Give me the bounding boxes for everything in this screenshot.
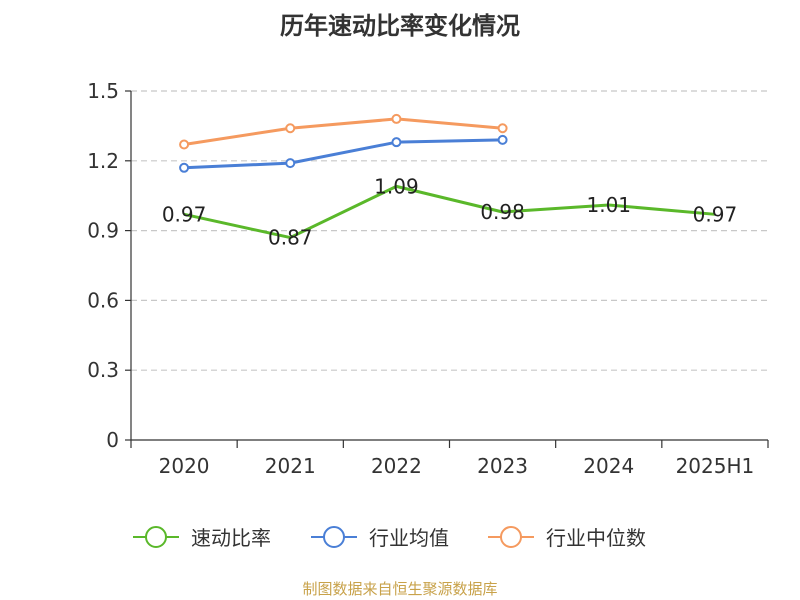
legend-marker	[500, 526, 522, 548]
data-point	[391, 137, 402, 148]
data-point	[285, 158, 296, 169]
legend-label: 行业均值	[369, 526, 449, 550]
legend-label: 行业中位数	[546, 526, 646, 550]
chart-title: 历年速动比率变化情况	[280, 12, 520, 40]
y-tick-label: 0.9	[87, 219, 119, 243]
y-tick-label: 1.2	[87, 149, 119, 173]
data-point	[497, 134, 508, 145]
data-label: 0.97	[693, 202, 738, 226]
y-tick-label: 1.5	[87, 79, 119, 103]
x-tick-label: 2021	[265, 454, 316, 478]
x-tick-label: 2025H1	[676, 454, 755, 478]
legend-marker	[145, 526, 167, 548]
x-tick-label: 2022	[371, 454, 422, 478]
data-point	[179, 162, 190, 173]
x-tick-label: 2024	[583, 454, 634, 478]
y-tick-label: 0.6	[87, 288, 119, 312]
legend-label: 速动比率	[191, 526, 271, 550]
legend-marker	[323, 526, 345, 548]
data-label: 1.09	[374, 174, 419, 198]
data-point	[391, 113, 402, 124]
data-label: 0.87	[268, 226, 313, 250]
data-label: 1.01	[586, 193, 631, 217]
data-label: 0.98	[480, 200, 525, 224]
x-tick-label: 2023	[477, 454, 528, 478]
series-line	[183, 184, 716, 240]
x-tick-label: 2020	[159, 454, 210, 478]
data-source-note: 制图数据来自恒生聚源数据库	[302, 580, 498, 598]
data-point	[179, 139, 190, 150]
series-line	[183, 117, 503, 146]
y-tick-label: 0	[106, 428, 119, 452]
data-point	[285, 123, 296, 134]
data-label: 0.97	[162, 202, 207, 226]
series-line	[184, 138, 503, 170]
y-tick-label: 0.3	[87, 358, 119, 382]
data-point	[497, 123, 508, 134]
